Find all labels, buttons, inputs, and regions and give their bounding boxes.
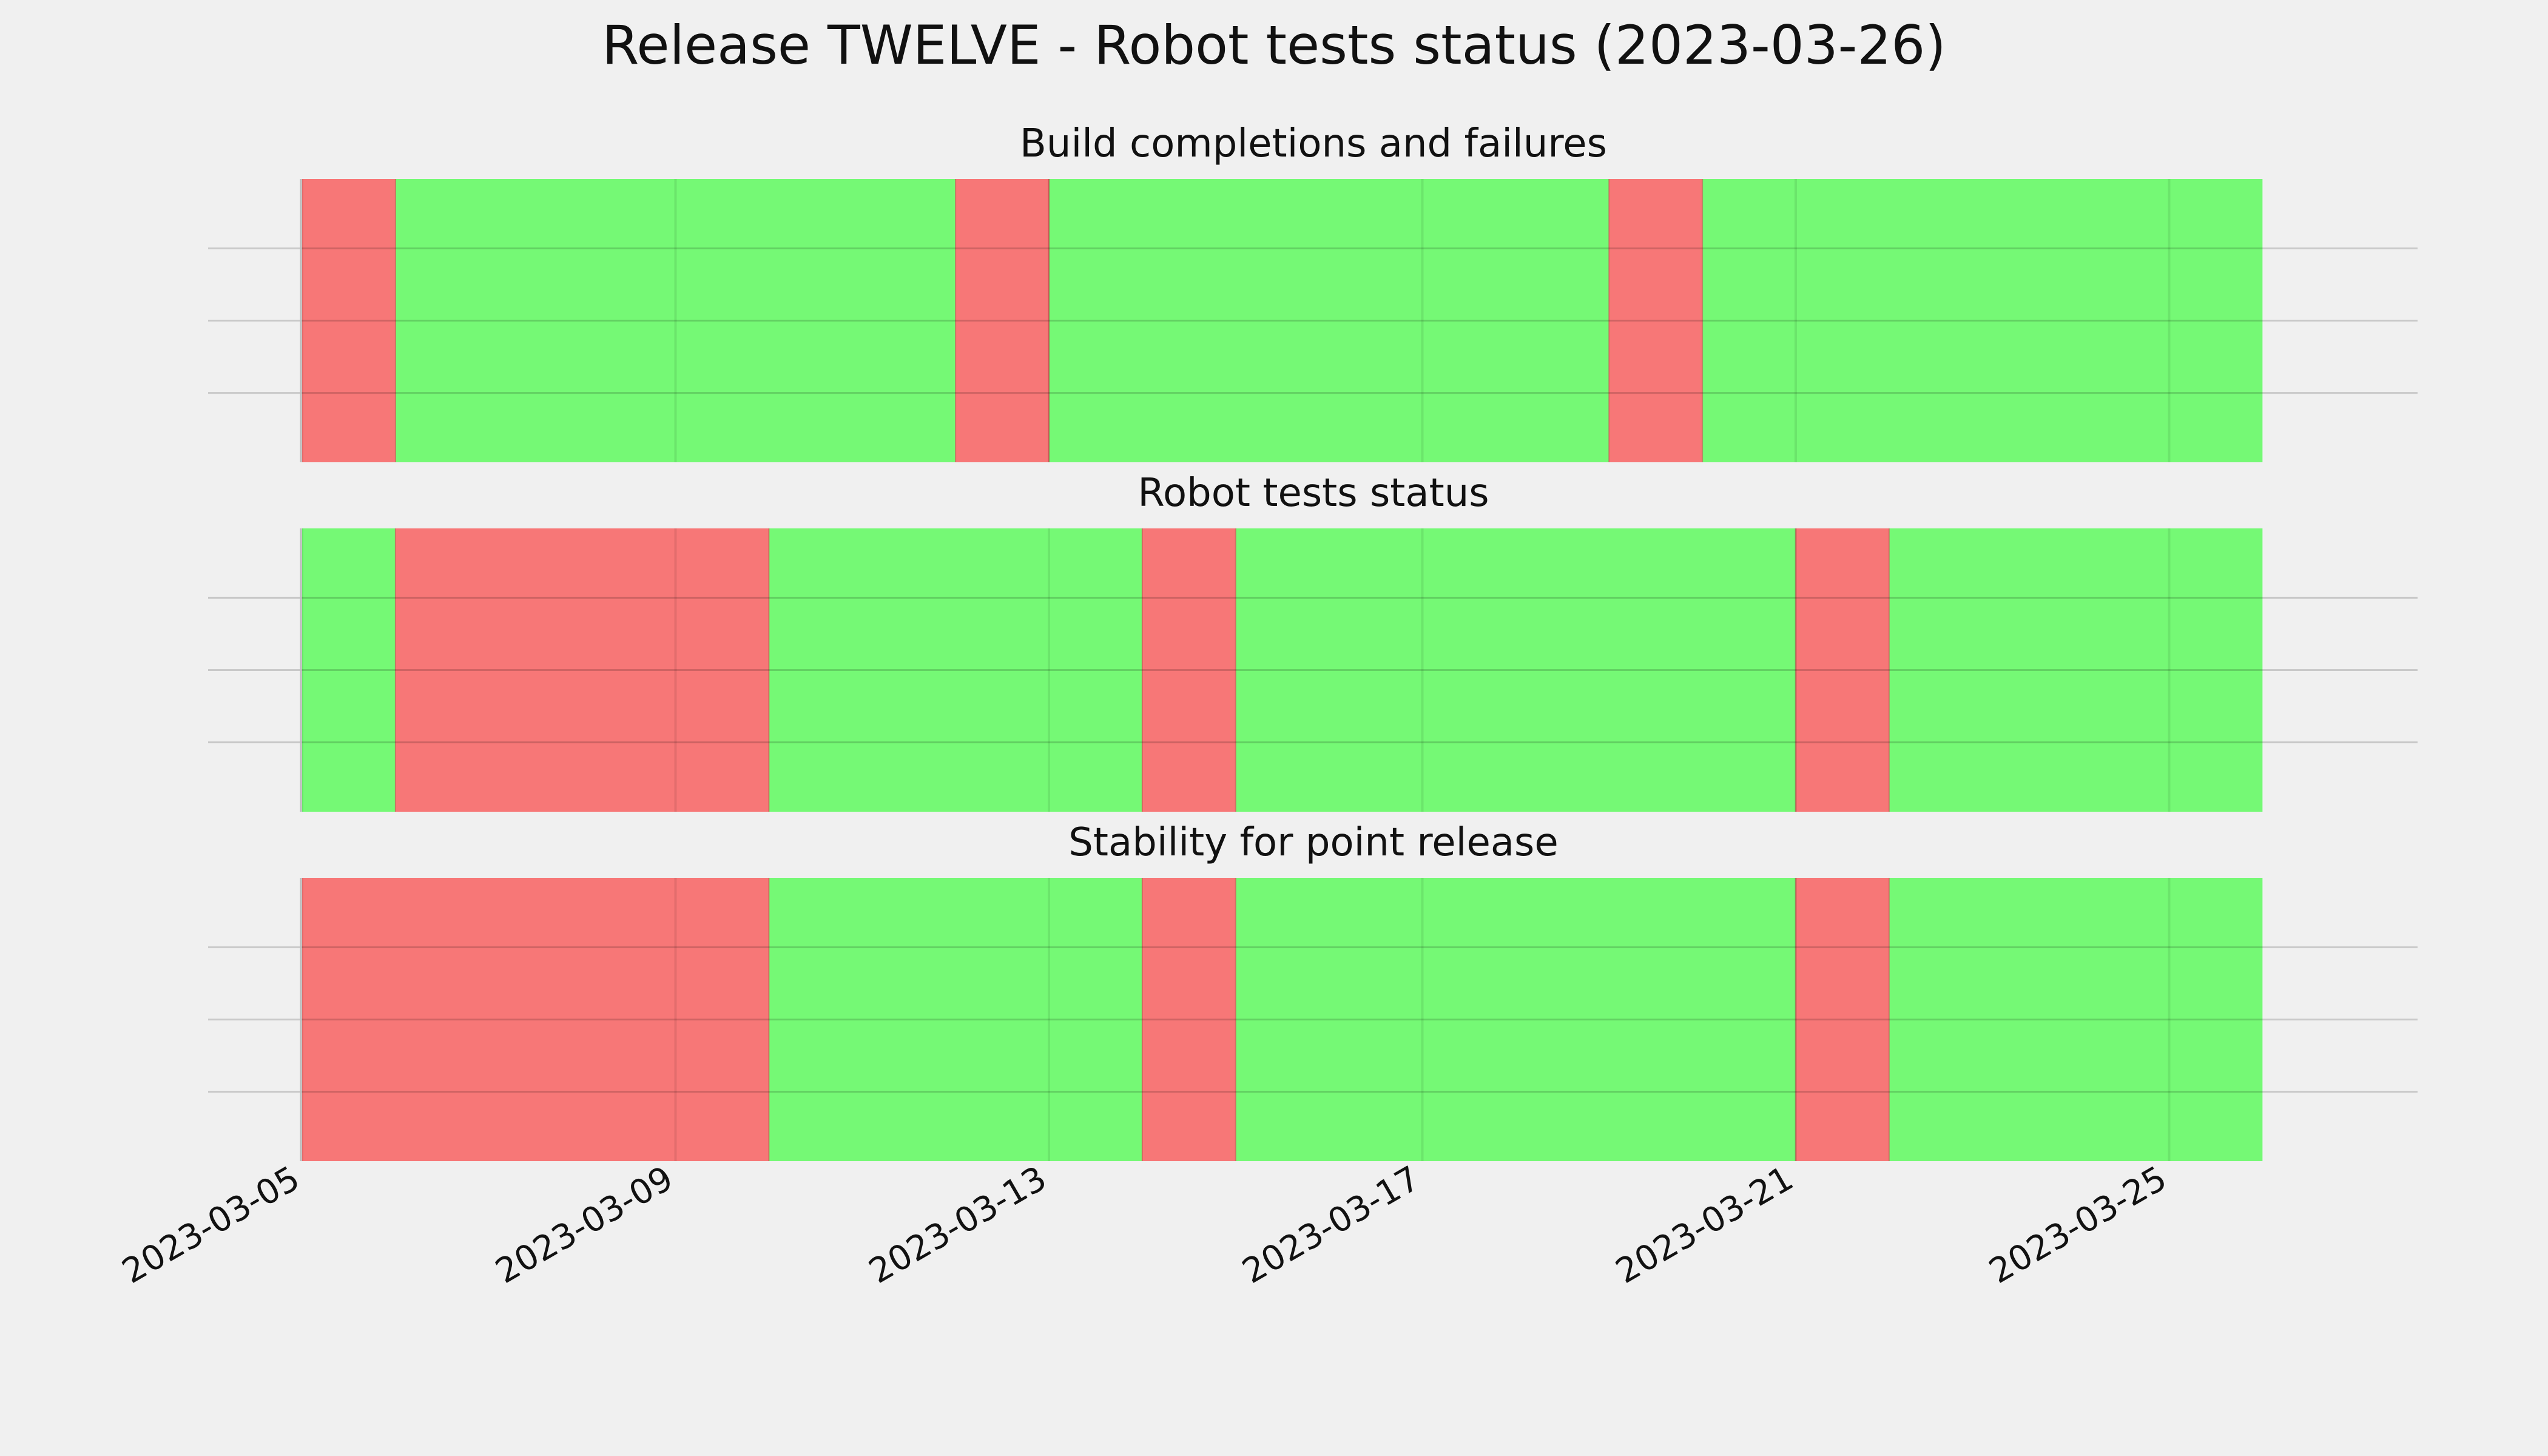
- x-tick-label: 2023-03-05: [116, 1159, 306, 1292]
- status-segment-fail: [1796, 528, 1889, 812]
- status-segment-pass: [1889, 878, 2263, 1161]
- x-tick-label: 2023-03-13: [863, 1159, 1053, 1292]
- x-axis: 2023-03-05 2023-03-09 2023-03-13 2023-03-17…: [116, 1159, 2174, 1292]
- status-segment-fail: [395, 528, 769, 812]
- panel-2: Robot tests status: [208, 471, 2418, 812]
- status-segment-pass: [769, 878, 1142, 1161]
- status-segment-pass: [1049, 179, 1609, 462]
- panel-3: Stability for point release: [208, 820, 2418, 1161]
- panel-title: Stability for point release: [1068, 820, 1559, 865]
- chart-title: Release TWELVE - Robot tests status (202…: [602, 14, 1946, 76]
- x-tick-label: 2023-03-09: [489, 1159, 679, 1292]
- status-segment-fail: [1142, 528, 1236, 812]
- panel-1: Build completions and failures: [208, 121, 2418, 462]
- status-segment-fail: [956, 179, 1049, 462]
- status-segment-fail: [302, 179, 396, 462]
- chart-panels: Build completions and failures Robot test…: [208, 121, 2418, 1161]
- x-tick-label: 2023-03-21: [1609, 1159, 1800, 1292]
- status-segment-fail: [1796, 878, 1889, 1161]
- status-segment-pass: [1702, 179, 2263, 462]
- status-segment-pass: [395, 179, 956, 462]
- status-segment-pass: [1889, 528, 2263, 812]
- status-segment-fail: [1142, 878, 1236, 1161]
- status-segment-fail: [1609, 179, 1703, 462]
- panel-title: Build completions and failures: [1020, 121, 1607, 166]
- status-segment-pass: [769, 528, 1142, 812]
- x-tick-label: 2023-03-17: [1236, 1159, 1426, 1292]
- status-segment-pass: [1235, 528, 1796, 812]
- panel-title: Robot tests status: [1138, 471, 1489, 516]
- status-segment-pass: [302, 528, 396, 812]
- status-segment-pass: [1235, 878, 1796, 1161]
- status-segment-fail: [302, 878, 769, 1161]
- x-tick-label: 2023-03-25: [1983, 1159, 2173, 1292]
